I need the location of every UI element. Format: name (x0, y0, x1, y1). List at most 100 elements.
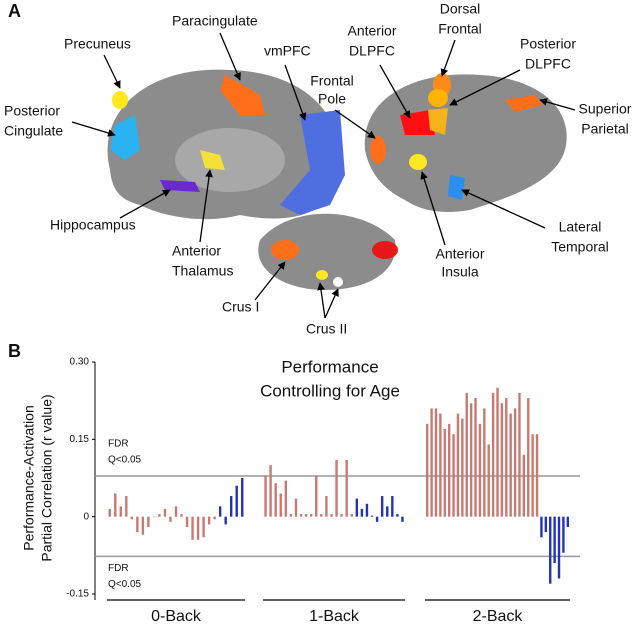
panel-label: A (8, 1, 21, 21)
bar (439, 413, 442, 517)
region-label: Crus I (222, 299, 259, 315)
y-tick-label: -0.15 (66, 589, 89, 600)
region-label: Posterior (520, 36, 576, 52)
chart-title: Controlling for Age (260, 381, 400, 400)
bar (130, 516, 134, 520)
bar (355, 498, 359, 517)
bar (241, 478, 244, 517)
region-label: Dorsal (440, 1, 480, 17)
bar (375, 516, 379, 522)
bar (315, 475, 318, 517)
bar (147, 516, 150, 527)
bar (284, 480, 288, 517)
bar (340, 514, 343, 517)
bar (531, 434, 534, 517)
bar (491, 392, 495, 517)
bar (465, 392, 468, 517)
bar (309, 514, 313, 517)
bar (553, 516, 556, 564)
bar (443, 429, 446, 517)
bar (562, 516, 565, 553)
bar (540, 516, 543, 538)
y-axis-label: Partial Correlation (r value) (39, 394, 55, 561)
bar (544, 516, 548, 533)
brain-images (107, 69, 567, 290)
threshold-label: FDR (108, 563, 129, 574)
bar (452, 434, 455, 517)
bar (483, 408, 486, 517)
region-label: Frontal (438, 21, 482, 37)
bar (119, 506, 122, 517)
bar (370, 515, 374, 517)
bar (299, 514, 303, 517)
bar (345, 459, 348, 517)
panel-label: B (8, 341, 21, 361)
bar (505, 398, 508, 517)
bar (527, 398, 530, 517)
threshold-label: Q<0.05 (108, 455, 142, 466)
region-label: Temporal (551, 239, 609, 255)
region-label: Precuneus (64, 36, 131, 52)
bar (218, 506, 222, 517)
bar (174, 506, 178, 517)
region-label: Thalamus (172, 263, 233, 279)
x-group-label: 0-Back (151, 608, 202, 625)
bar (456, 413, 460, 517)
bar (152, 516, 156, 518)
bar (535, 434, 539, 517)
bar (191, 516, 194, 540)
x-group-label: 2-Back (473, 608, 524, 625)
bar (274, 483, 277, 517)
region-labels: Precuneus Paracingulate vmPFC Posterior … (4, 1, 632, 337)
bar (335, 459, 338, 517)
region-label: vmPFC (264, 43, 311, 59)
bar (461, 418, 464, 517)
bar (509, 413, 512, 517)
region-label: Crus II (306, 321, 347, 337)
bar (289, 514, 293, 517)
bar (396, 514, 399, 517)
bar (350, 514, 353, 517)
bar (279, 493, 282, 517)
bar (518, 392, 521, 517)
bar (557, 516, 561, 579)
region-label: Frontal (310, 73, 354, 89)
bar (365, 503, 369, 517)
bar (380, 496, 384, 517)
bar (125, 496, 128, 517)
threshold-label: FDR (108, 439, 129, 450)
bar (320, 514, 323, 517)
bar (136, 516, 139, 533)
bar (325, 496, 328, 517)
bar (294, 498, 298, 517)
bar (496, 387, 499, 517)
bar (500, 403, 504, 517)
y-tick-label: 0.30 (70, 357, 90, 368)
bar (430, 408, 433, 517)
region-label: Superior (579, 101, 632, 117)
bar (169, 516, 172, 522)
x-group-label: 1-Back (309, 608, 360, 625)
bar (158, 514, 161, 517)
chart-title: Performance (281, 357, 378, 376)
bar (264, 475, 267, 517)
bar (401, 516, 404, 522)
y-tick-label: 0.15 (70, 434, 90, 445)
bar (269, 465, 272, 517)
bar (386, 506, 389, 517)
bar (522, 454, 526, 517)
bar (478, 423, 482, 517)
bar (304, 514, 308, 517)
bar (180, 514, 183, 517)
leader-lines (71, 32, 576, 319)
region-label: Anterior (435, 246, 484, 262)
region-label: Hippocampus (50, 217, 136, 233)
bar (330, 514, 333, 517)
bar (487, 444, 490, 517)
bar (108, 508, 111, 517)
bar (163, 508, 167, 517)
bar (391, 496, 394, 517)
bar (185, 516, 189, 527)
bar (469, 403, 473, 517)
bar (434, 408, 438, 517)
